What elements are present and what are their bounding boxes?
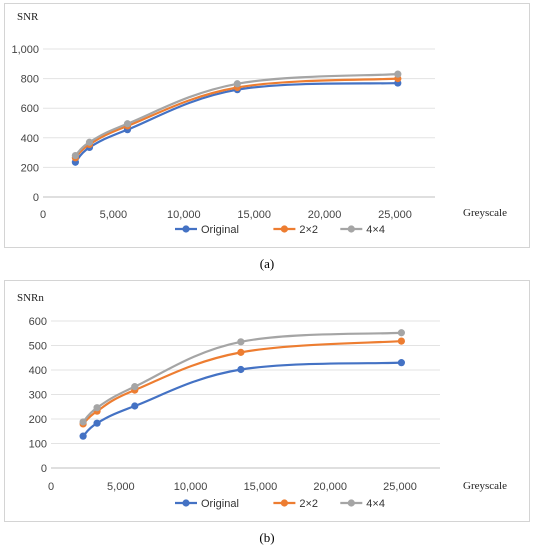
series-line (82, 339, 402, 425)
y-tick-label: 100 (29, 439, 47, 451)
legend-label: 4×4 (366, 498, 385, 510)
legend-label: 4×4 (366, 224, 385, 236)
legend-item: Original (175, 498, 239, 510)
legend-item: 2×2 (273, 498, 318, 510)
chart-panel-b: 0 100 200 300 400 500 600 0 5,000 10,000 15,000 20,… (4, 280, 530, 522)
legend-item: 2×2 (273, 224, 318, 236)
data-point (123, 120, 132, 128)
legend-item: 4×4 (340, 224, 385, 236)
x-tick-label: 20,000 (313, 481, 347, 493)
data-point (93, 404, 101, 412)
y-tick-label: 300 (29, 390, 47, 402)
legend-marker (347, 225, 355, 233)
legend-item: 4×4 (340, 498, 385, 510)
y-tick-label: 400 (21, 133, 39, 145)
y-tick-label: 800 (21, 74, 39, 86)
caption-b: (b) (259, 530, 275, 545)
data-point (233, 80, 241, 88)
x-tick-label: 0 (48, 481, 54, 493)
y-tick-label: 200 (21, 162, 39, 174)
legend-marker (280, 225, 288, 233)
data-point (397, 337, 405, 345)
legend-label: Original (201, 498, 239, 510)
x-axis-label: Greyscale (463, 207, 507, 219)
y-tick-label: 200 (29, 414, 47, 426)
data-point (93, 419, 101, 427)
data-point (71, 151, 79, 160)
series-line (74, 73, 398, 157)
legend-marker (182, 499, 190, 507)
data-point (397, 359, 405, 367)
series-line (74, 81, 398, 163)
legend-marker (347, 499, 355, 507)
snr-chart: 0 200 400 600 800 1,000 0 5,000 10,000 15,000 20,0… (11, 11, 507, 236)
data-point (131, 402, 139, 410)
x-tick-label: 25,000 (383, 481, 417, 493)
y-tick-label: 600 (29, 316, 47, 328)
legend-marker (182, 225, 190, 233)
y-tick-label: 0 (33, 192, 39, 204)
x-tick-label: 15,000 (237, 209, 271, 221)
data-point (237, 365, 245, 374)
series-line (74, 77, 398, 159)
y-tick-label: 400 (29, 365, 47, 377)
data-point (131, 383, 139, 391)
x-tick-label: 5,000 (107, 481, 135, 493)
data-point (237, 348, 245, 356)
y-tick-label: 0 (41, 463, 47, 475)
y-tick-label: 600 (21, 103, 39, 115)
y-tick-label: 1,000 (11, 44, 39, 56)
snrn-chart: 0 100 200 300 400 500 600 0 5,000 10,000 15,000 20,… (17, 292, 507, 510)
data-point (397, 329, 405, 337)
legend-label: 2×2 (299, 498, 318, 510)
x-tick-label: 0 (40, 209, 46, 221)
data-point (394, 70, 402, 78)
x-tick-label: 25,000 (378, 209, 412, 221)
chart-panel-a: 0 200 400 600 800 1,000 0 5,000 10,000 15,000 20,0… (4, 3, 530, 248)
y-tick-label: 500 (29, 341, 47, 353)
y-axis-label: SNR (17, 11, 39, 23)
x-tick-label: 10,000 (167, 209, 201, 221)
legend-marker (280, 499, 288, 507)
legend-label: Original (201, 224, 239, 236)
series-line (82, 361, 402, 437)
x-axis-label: Greyscale (463, 480, 507, 492)
data-point (85, 138, 94, 146)
legend-item: Original (175, 224, 239, 236)
y-axis-label: SNRn (17, 292, 44, 304)
x-tick-label: 10,000 (174, 481, 208, 493)
x-tick-label: 20,000 (308, 209, 342, 221)
x-tick-label: 5,000 (100, 209, 128, 221)
x-tick-label: 15,000 (244, 481, 278, 493)
data-point (79, 418, 87, 426)
legend-label: 2×2 (299, 224, 318, 236)
data-point (79, 432, 87, 440)
series-line (82, 331, 402, 423)
caption-a: (a) (259, 256, 275, 271)
data-point (237, 338, 245, 346)
